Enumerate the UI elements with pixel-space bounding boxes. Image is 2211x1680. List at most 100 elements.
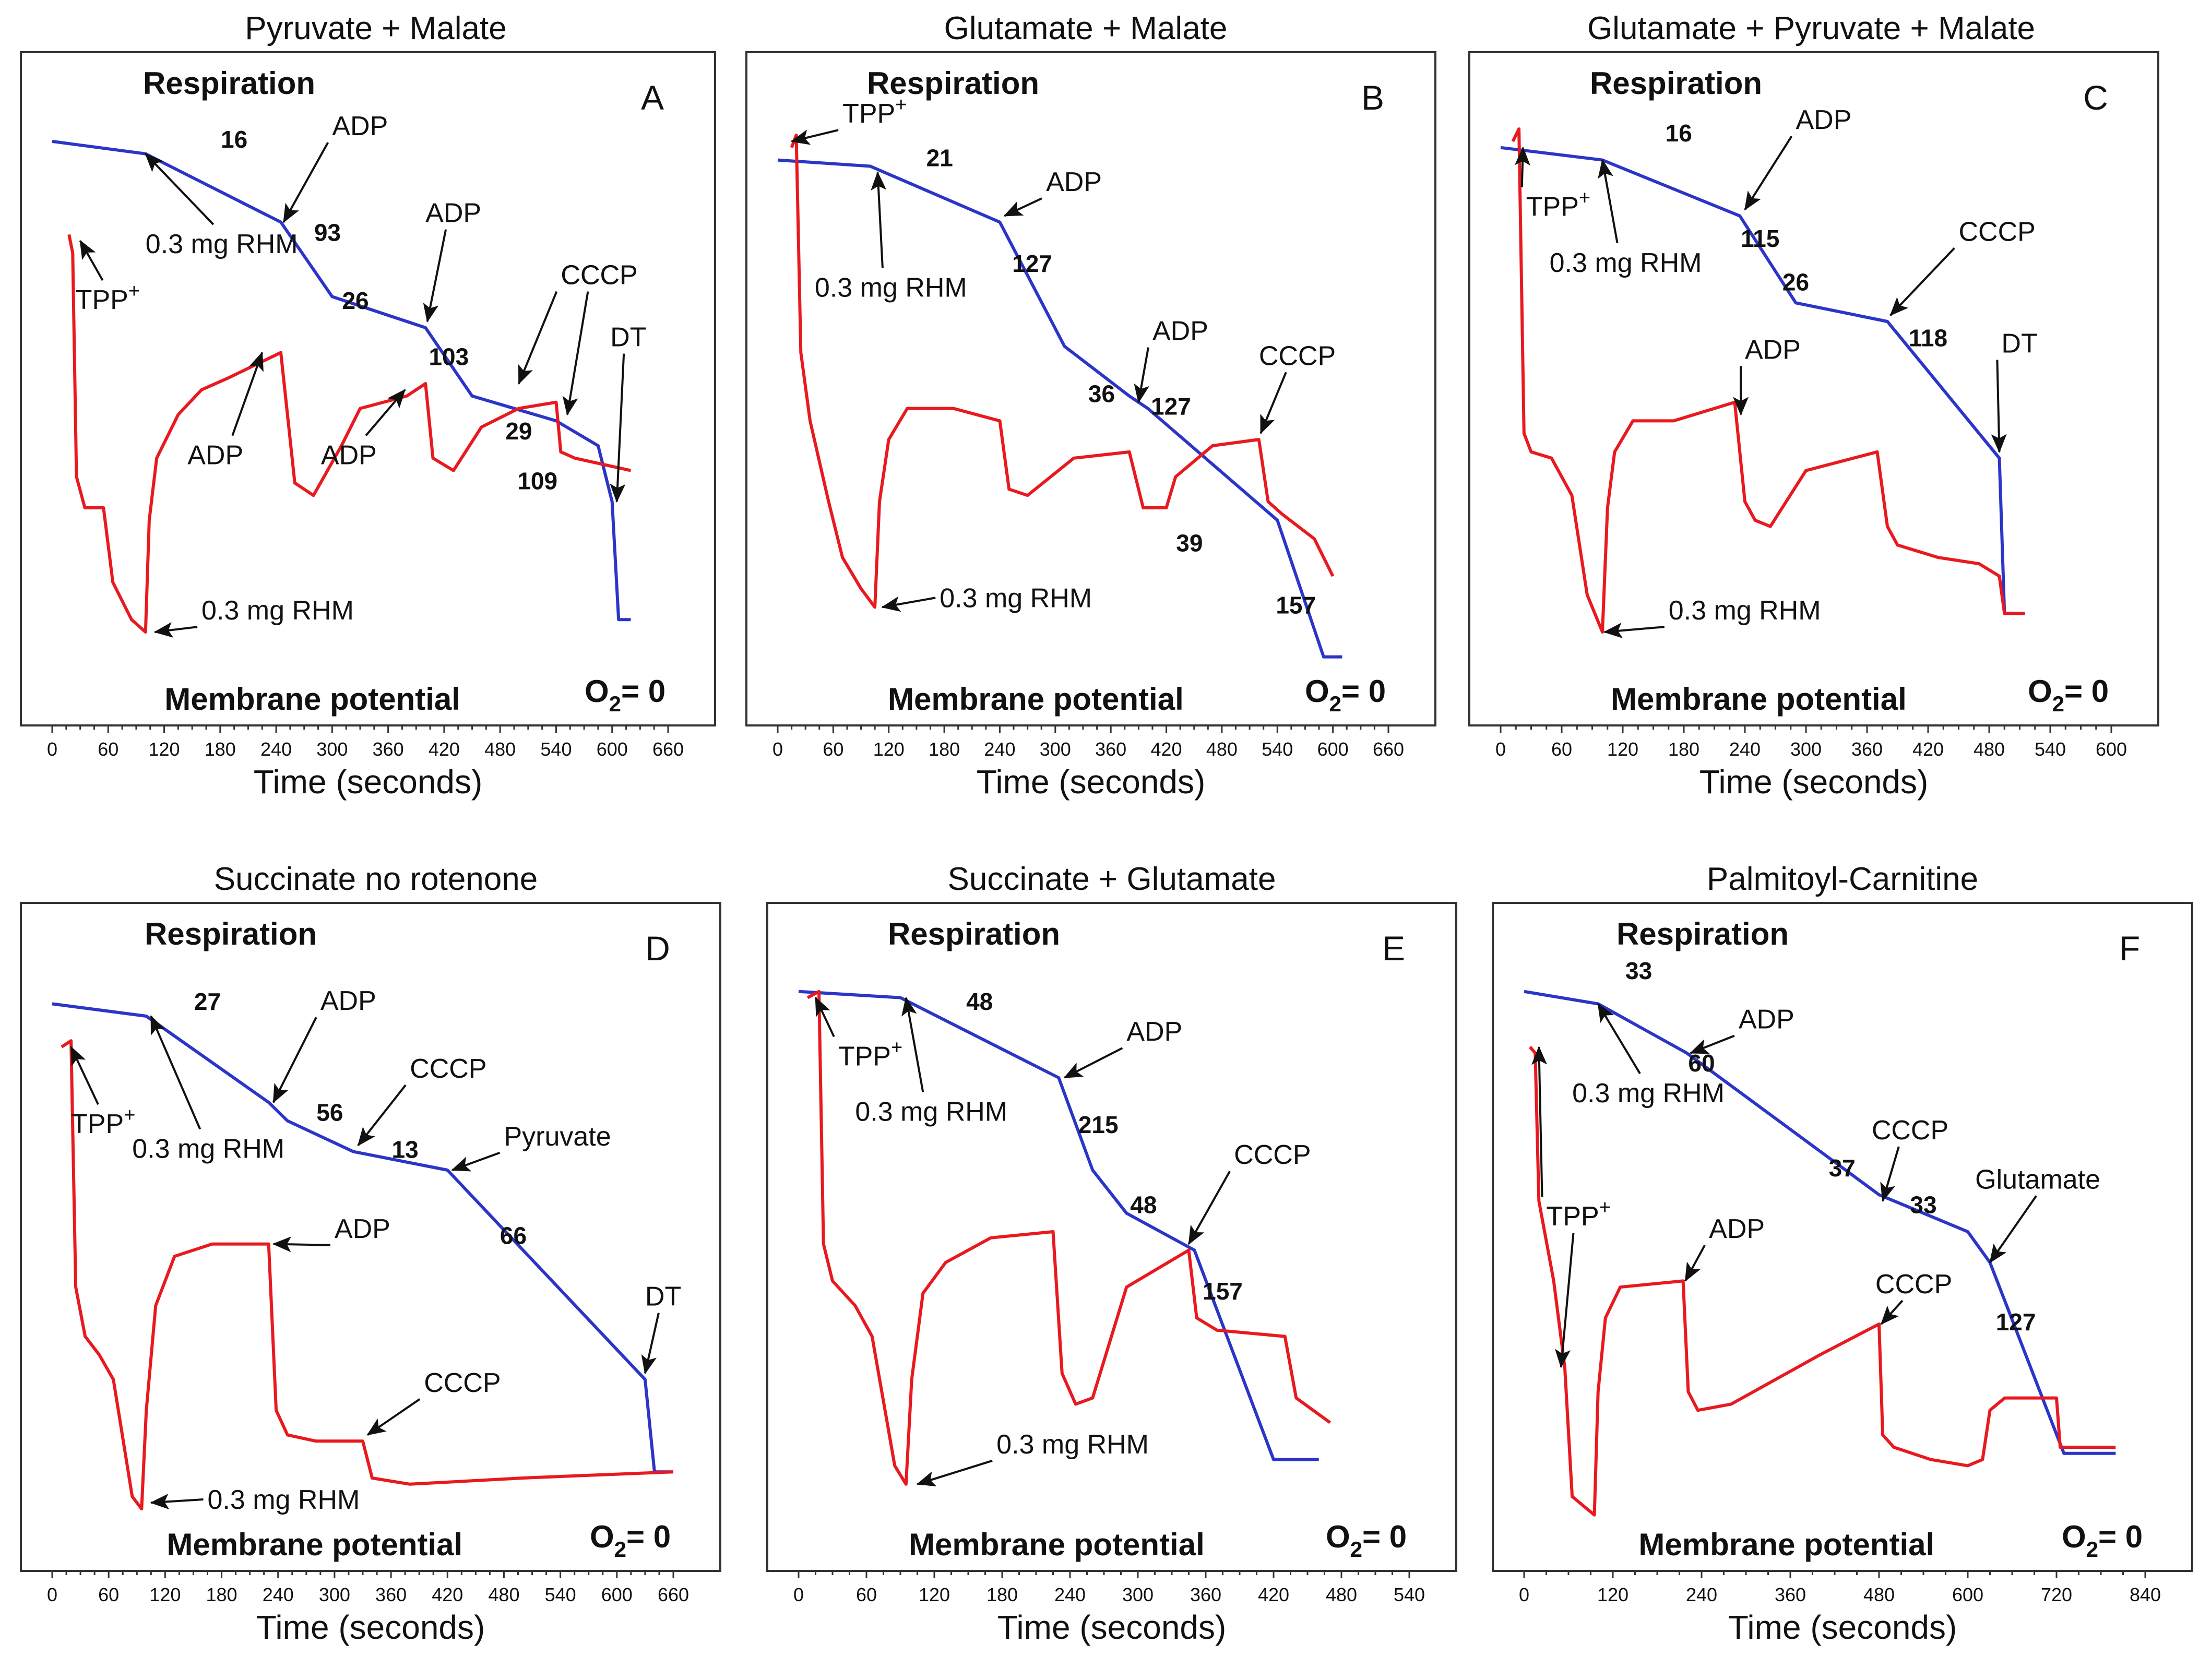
annotation-label: ADP [1739,1005,1794,1035]
x-tick-label: 480 [1974,738,2005,760]
annotation-label: 0.3 mg RHM [1550,248,1702,278]
panel-letter: B [1361,78,1384,117]
rate-value: 26 [342,287,368,314]
x-tick-label: 120 [873,738,905,760]
x-tick-label: 180 [206,1584,237,1605]
x-tick-label: 120 [149,1584,181,1605]
membrane-potential-trace [806,990,1332,1486]
rate-value: 66 [500,1222,527,1249]
o2-equals: = 0 [2098,1519,2143,1554]
annotation-arrow [1684,1244,1706,1282]
x-tick-label: 360 [1095,738,1126,760]
annotation-text: TPP [842,99,895,129]
x-tick-label: 300 [1122,1584,1154,1605]
o2-symbol: O [2028,674,2052,709]
rate-value: 48 [1130,1192,1157,1219]
panel-c: Glutamate + Pyruvate + Malate C Respiratio… [1468,10,2159,801]
annotation-arrow [881,596,936,612]
o2-equals: = 0 [2064,674,2109,709]
panel-frame [745,51,1436,726]
x-tick-label: 840 [2130,1584,2161,1605]
annotation-arrow [814,996,835,1038]
annotation-arrow [1531,1046,1548,1197]
annotation-arrow [150,1015,201,1130]
o2-zero-label: O2= 0 [2062,1519,2143,1562]
annotation-arrow [451,1151,501,1172]
rate-value: 215 [1078,1111,1119,1138]
annotation-arrow [1880,1300,1904,1325]
respiration-label: Respiration [143,66,315,101]
o2-subscript: 2 [1350,1537,1362,1562]
annotation-label: CCCP [1875,1269,1952,1300]
membrane-potential-label: Membrane potential [909,1527,1205,1562]
x-tick-label: 60 [823,738,843,760]
x-tick-label: 600 [2096,738,2127,760]
membrane-potential-label: Membrane potential [167,1527,462,1562]
annotation-label: TPP+ [1547,1197,1611,1232]
x-tick-label: 360 [373,738,404,760]
x-tick-label: 60 [1551,738,1572,760]
annotation-label: CCCP [1234,1140,1311,1170]
annotation-text: TPP [71,1109,124,1139]
x-axis-label: Time (seconds) [254,763,483,801]
rate-value: 27 [194,988,221,1015]
rate-value: 157 [1203,1278,1243,1305]
respiration-label: Respiration [1590,66,1762,101]
x-tick-label: 720 [2041,1584,2072,1605]
annotation-arrow [150,1494,204,1510]
respiration-trace [52,1002,673,1474]
annotation-label: CCCP [561,260,637,291]
annotation-arrow [1555,1233,1575,1368]
rate-value: 48 [966,988,993,1015]
rate-value: 127 [1012,250,1052,277]
x-tick-label: 480 [1206,738,1238,760]
o2-equals: = 0 [1362,1519,1407,1554]
rate-value: 16 [221,126,247,153]
panel-frame [1492,902,2193,1572]
x-tick-label: 600 [1952,1584,1983,1605]
panel-letter: A [641,78,664,117]
x-tick-label: 60 [98,738,118,760]
x-tick-label: 360 [375,1584,407,1605]
annotation-label: ADP [1709,1214,1765,1244]
annotation-label: TPP+ [71,1104,135,1139]
membrane-potential-label: Membrane potential [1638,1527,1934,1562]
annotation-arrow [518,291,558,385]
annotation-label: CCCP [1959,217,2036,247]
rate-value: 39 [1176,529,1203,556]
panel-title: Glutamate + Pyruvate + Malate [1587,10,2035,46]
x-axis-label: Time (seconds) [977,763,1206,801]
annotation-arrow [423,229,447,323]
membrane-potential-trace [1529,1046,2116,1517]
x-tick-label: 240 [1686,1584,1717,1605]
annotation-label: DT [2001,329,2037,359]
annotation-label: Glutamate [1975,1164,2100,1195]
x-tick-label: 360 [1775,1584,1806,1605]
respiration-label: Respiration [1616,916,1789,951]
annotation-text: TPP [1547,1201,1599,1232]
annotation-label: 0.3 mg RHM [940,583,1092,613]
annotation-label: 0.3 mg RHM [815,272,967,303]
x-tick-label: 600 [601,1584,633,1605]
panel-letter: D [645,929,670,968]
x-tick-label: 120 [1597,1584,1628,1605]
annotation-label: 0.3 mg RHM [146,229,298,259]
x-tick-label: 480 [1326,1584,1357,1605]
annotation-label: CCCP [424,1368,501,1398]
x-tick-label: 540 [1394,1584,1425,1605]
x-tick-label: 540 [1262,738,1293,760]
x-tick-label: 540 [540,738,572,760]
x-tick-label: 0 [1495,738,1506,760]
rate-value: 118 [1909,325,1947,352]
annotation-label: ADP [332,111,388,141]
x-tick-label: 60 [98,1584,119,1605]
annotation-arrow [1880,1146,1900,1202]
rate-value: 36 [1088,380,1115,408]
membrane-potential-trace [67,234,632,634]
panel-a: Pyruvate + Malate A Respiration Membrane po… [20,10,716,801]
annotation-arrow [153,622,198,638]
annotation-label: TPP+ [1526,187,1590,222]
o2-subscript: 2 [609,692,621,716]
annotation-label: ADP [1745,335,1801,365]
annotation-label: CCCP [1259,341,1336,371]
